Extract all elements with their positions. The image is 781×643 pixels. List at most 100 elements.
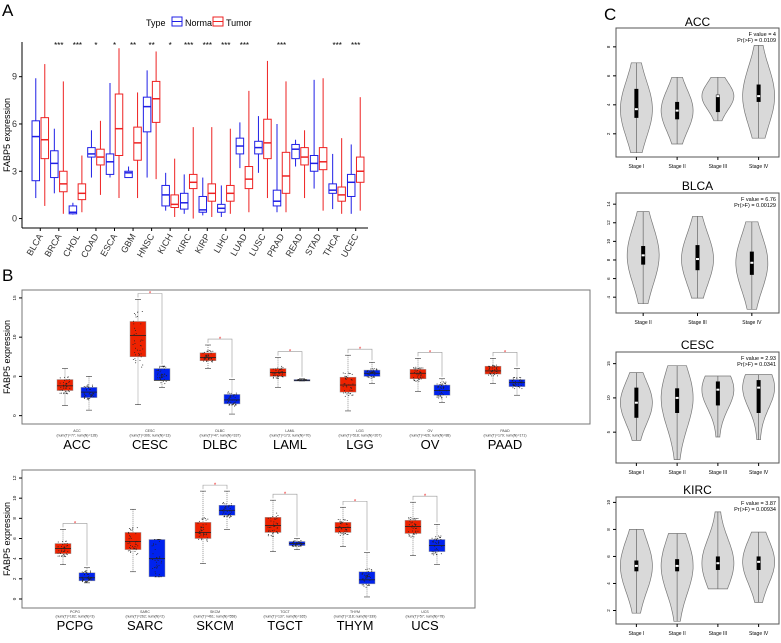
normal-box — [105, 153, 115, 175]
significance-marker: *** — [277, 41, 286, 50]
data-point — [137, 349, 139, 351]
data-point — [440, 536, 442, 538]
data-point — [128, 533, 130, 535]
data-point — [370, 376, 372, 378]
data-point — [373, 372, 375, 374]
sample-count: (num(T)=306; num(N)=13) — [129, 434, 170, 438]
data-point — [203, 360, 205, 362]
stage-label: Stage IV — [749, 631, 769, 637]
data-point — [368, 575, 370, 577]
data-point — [273, 373, 275, 375]
data-point — [226, 510, 228, 512]
data-point — [65, 387, 67, 389]
violin-median — [757, 560, 761, 563]
stage-label: Stage III — [688, 320, 707, 326]
data-point — [344, 375, 346, 377]
violin-iqr-box — [715, 381, 720, 406]
data-point — [280, 367, 282, 369]
data-point — [272, 373, 274, 375]
data-point — [440, 387, 442, 389]
data-point — [132, 320, 134, 322]
data-point — [415, 380, 417, 382]
data-point — [81, 571, 83, 573]
data-point — [203, 359, 205, 361]
category-small-label: TGCT — [280, 610, 290, 614]
data-point — [85, 570, 87, 572]
data-point — [415, 370, 417, 372]
data-point — [152, 558, 154, 560]
data-point — [230, 401, 232, 403]
data-point — [438, 394, 440, 396]
x-tick-label: LUAD — [228, 232, 249, 258]
data-point — [135, 362, 137, 364]
y-axis-label: FABP5 expression — [2, 502, 12, 576]
data-point — [513, 379, 515, 381]
data-point — [299, 545, 301, 547]
data-point — [494, 374, 496, 376]
data-point — [135, 549, 137, 551]
data-point — [129, 547, 131, 549]
data-point — [203, 534, 205, 536]
significance-bracket — [417, 352, 443, 377]
data-point — [234, 404, 236, 406]
data-point — [270, 520, 272, 522]
data-point — [277, 375, 279, 377]
data-point — [295, 545, 297, 547]
violin-title: BLCA — [682, 179, 713, 193]
significance-bracket — [272, 493, 298, 537]
data-point — [297, 545, 299, 547]
data-point — [67, 393, 69, 395]
data-point — [86, 397, 88, 399]
data-point — [222, 503, 224, 505]
data-point — [343, 534, 345, 536]
data-point — [161, 376, 163, 378]
data-point — [199, 530, 201, 532]
data-point — [435, 538, 437, 540]
data-point — [129, 544, 131, 546]
data-point — [230, 392, 232, 394]
sample-count: (num(T)=182; num(N)=3) — [55, 615, 94, 619]
data-point — [135, 533, 137, 535]
data-point — [293, 540, 295, 542]
data-point — [419, 374, 421, 376]
data-point — [207, 518, 209, 520]
data-point — [233, 394, 235, 396]
data-point — [518, 386, 520, 388]
data-point — [90, 571, 92, 573]
data-point — [361, 573, 363, 575]
y-tick-label: 15 — [606, 361, 611, 367]
data-point — [271, 535, 273, 537]
y-tick-label: 8 — [606, 45, 611, 48]
data-point — [134, 327, 136, 329]
data-point — [59, 392, 61, 394]
data-point — [520, 377, 522, 379]
y-tick-label: 8 — [606, 258, 611, 261]
data-point — [432, 541, 434, 543]
data-point — [512, 387, 514, 389]
data-point — [414, 533, 416, 535]
tumor-box — [124, 532, 142, 550]
data-point — [350, 387, 352, 389]
data-point — [351, 379, 353, 381]
data-point — [292, 542, 294, 544]
significance-marker: * — [74, 521, 77, 527]
data-point — [434, 545, 436, 547]
stage-label: Stage II — [669, 164, 686, 170]
data-point — [157, 377, 159, 379]
plot-frame — [21, 289, 591, 425]
data-point — [431, 537, 433, 539]
data-point — [365, 575, 367, 577]
data-point — [415, 533, 417, 535]
sample-count: (num(T)=47; num(N)=337) — [199, 434, 240, 438]
tumor-box — [151, 80, 161, 123]
data-point — [281, 368, 283, 370]
data-point — [280, 368, 282, 370]
data-point — [365, 572, 367, 574]
data-point — [440, 384, 442, 386]
data-point — [368, 583, 370, 585]
significance-marker: *** — [184, 41, 193, 50]
f-value: F value = 2.93 — [741, 356, 776, 362]
category-label: OV — [421, 437, 440, 452]
violin-title: KIRC — [683, 483, 712, 497]
plot-frame — [615, 496, 780, 625]
